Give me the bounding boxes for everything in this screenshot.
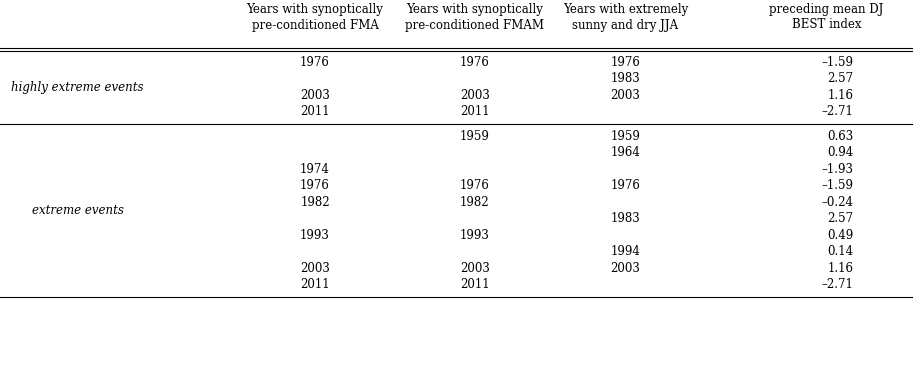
Text: 0.14: 0.14 xyxy=(827,245,854,258)
Text: 1976: 1976 xyxy=(460,179,489,192)
Text: 1974: 1974 xyxy=(300,163,330,176)
Text: 0.94: 0.94 xyxy=(827,146,854,159)
Text: 2003: 2003 xyxy=(460,89,489,102)
Text: –1.59: –1.59 xyxy=(822,179,854,192)
Text: Years with extremely: Years with extremely xyxy=(562,4,688,16)
Text: 1.16: 1.16 xyxy=(828,89,854,102)
Text: highly extreme events: highly extreme events xyxy=(11,80,144,94)
Text: 2011: 2011 xyxy=(460,278,489,291)
Text: 2003: 2003 xyxy=(611,89,640,102)
Text: 1964: 1964 xyxy=(611,146,640,159)
Text: 1983: 1983 xyxy=(611,212,640,225)
Text: Years with synoptically: Years with synoptically xyxy=(406,4,543,16)
Text: 1982: 1982 xyxy=(300,196,330,209)
Text: BEST index: BEST index xyxy=(792,18,861,31)
Text: 1976: 1976 xyxy=(611,179,640,192)
Text: 1959: 1959 xyxy=(611,130,640,143)
Text: Years with synoptically: Years with synoptically xyxy=(247,4,383,16)
Text: 2.57: 2.57 xyxy=(827,72,854,85)
Text: sunny and dry JJA: sunny and dry JJA xyxy=(572,18,678,31)
Text: –2.71: –2.71 xyxy=(822,278,854,291)
Text: 1982: 1982 xyxy=(460,196,489,209)
Text: 2003: 2003 xyxy=(300,89,330,102)
Text: 1993: 1993 xyxy=(460,229,489,242)
Text: –2.71: –2.71 xyxy=(822,105,854,118)
Text: 1976: 1976 xyxy=(300,56,330,69)
Text: 0.63: 0.63 xyxy=(827,130,854,143)
Text: 1983: 1983 xyxy=(611,72,640,85)
Text: 2011: 2011 xyxy=(300,278,330,291)
Text: 1976: 1976 xyxy=(300,179,330,192)
Text: 1.16: 1.16 xyxy=(828,262,854,275)
Text: 1993: 1993 xyxy=(300,229,330,242)
Text: 1976: 1976 xyxy=(611,56,640,69)
Text: –1.59: –1.59 xyxy=(822,56,854,69)
Text: 2003: 2003 xyxy=(460,262,489,275)
Text: pre-conditioned FMA: pre-conditioned FMA xyxy=(252,18,378,31)
Text: 0.49: 0.49 xyxy=(827,229,854,242)
Text: 1976: 1976 xyxy=(460,56,489,69)
Text: preceding mean DJ: preceding mean DJ xyxy=(769,4,884,16)
Text: extreme events: extreme events xyxy=(32,204,123,217)
Text: 2011: 2011 xyxy=(300,105,330,118)
Text: –0.24: –0.24 xyxy=(822,196,854,209)
Text: 2011: 2011 xyxy=(460,105,489,118)
Text: 1959: 1959 xyxy=(460,130,489,143)
Text: 1994: 1994 xyxy=(611,245,640,258)
Text: 2003: 2003 xyxy=(611,262,640,275)
Text: pre-conditioned FMAM: pre-conditioned FMAM xyxy=(405,18,544,31)
Text: –1.93: –1.93 xyxy=(822,163,854,176)
Text: 2.57: 2.57 xyxy=(827,212,854,225)
Text: 2003: 2003 xyxy=(300,262,330,275)
